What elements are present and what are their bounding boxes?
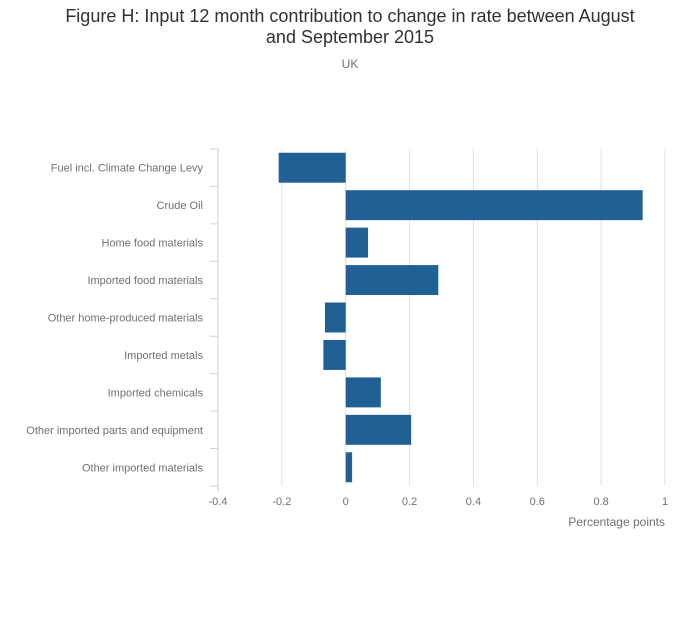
bar: [323, 339, 346, 370]
x-tick-label: 1: [662, 496, 668, 508]
category-labels: Fuel incl. Climate Change Levy Crude Oil H…: [26, 163, 203, 475]
bar: [345, 265, 439, 296]
bar: [345, 377, 381, 408]
category-label: Imported food materials: [87, 275, 203, 287]
chart-title-line-2: and September 2015: [265, 27, 435, 47]
category-label: Other imported parts and equipment: [26, 425, 203, 437]
x-tick-label: -0.2: [272, 496, 291, 508]
x-tick-label: 0.2: [402, 496, 417, 508]
bar: [324, 302, 346, 333]
category-label: Crude Oil: [157, 200, 203, 212]
bar: [278, 152, 346, 183]
x-tick-label: 0.6: [530, 496, 545, 508]
category-label: Fuel incl. Climate Change Levy: [51, 163, 204, 175]
chart-title-line-1: Figure H: Input 12 month contribution to…: [65, 6, 635, 26]
bar: [345, 227, 369, 258]
category-label: Other home-produced materials: [48, 313, 204, 325]
x-tick-labels: -0.4 -0.2 0 0.2 0.4 0.6 0.8 1: [209, 496, 669, 508]
category-label: Other imported materials: [82, 462, 204, 474]
bar: [345, 414, 412, 445]
bar: [345, 452, 353, 483]
category-label: Imported chemicals: [108, 387, 204, 399]
category-label: Imported metals: [124, 350, 203, 362]
x-tick-label: -0.4: [209, 496, 228, 508]
category-label: Home food materials: [102, 238, 204, 250]
x-tick-label: 0.4: [466, 496, 481, 508]
bars: [278, 152, 643, 483]
bar: [345, 190, 643, 221]
x-tick-label: 0.8: [593, 496, 608, 508]
axis-lines: [210, 148, 219, 492]
x-axis-title: Percentage points: [568, 515, 665, 529]
chart-subtitle: UK: [341, 57, 359, 71]
x-tick-label: 0: [343, 496, 349, 508]
chart-title: Figure H: Input 12 month contribution to…: [0, 6, 700, 48]
